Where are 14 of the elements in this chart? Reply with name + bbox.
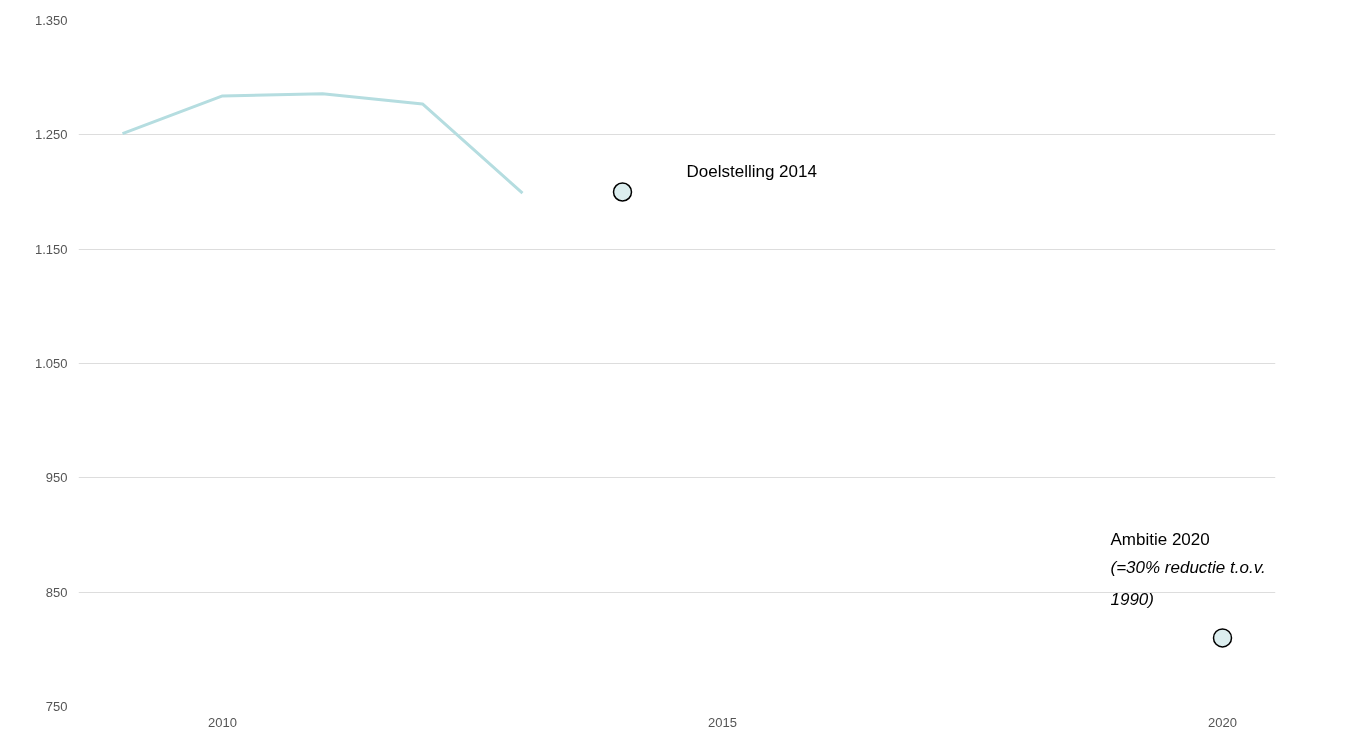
y-tick-label: 950 [45, 470, 68, 486]
annotation: Ambitie 2020 [1110, 529, 1210, 549]
line-series [121, 92, 524, 195]
y-tick-label: 1.350 [34, 13, 68, 28]
y-tick-label: 750 [45, 699, 68, 714]
x-tick-label: 2010 [208, 714, 237, 730]
annotation: Doelstelling 2014 [686, 162, 817, 181]
y-tick-label: 1.050 [34, 356, 68, 371]
annotation: (=30% reductie t.o.v. 1990) [1110, 557, 1266, 610]
x-tick-label: 2020 [1208, 714, 1237, 730]
x-tick-label: 2015 [708, 714, 737, 730]
y-tick-label: 850 [45, 584, 68, 600]
y-tick-label: 1.150 [34, 241, 68, 257]
y-tick-label: 1.250 [34, 127, 68, 143]
